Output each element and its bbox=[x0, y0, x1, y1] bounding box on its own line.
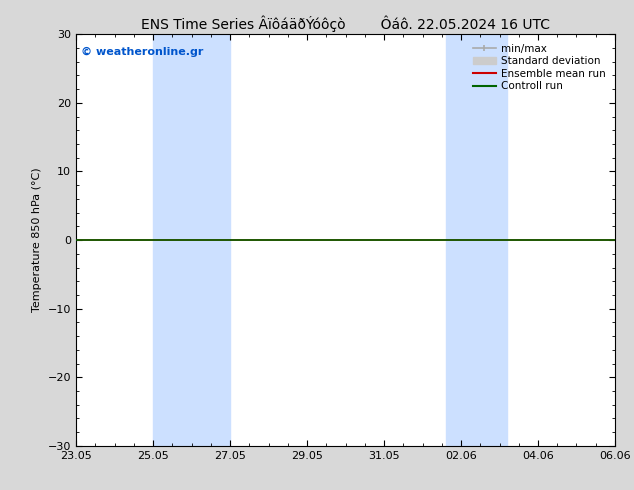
Y-axis label: Temperature 850 hPa (°C): Temperature 850 hPa (°C) bbox=[32, 168, 42, 313]
Title: ENS Time Series ÂïôáäðÝóôçò        Ôáô. 22.05.2024 16 UTC: ENS Time Series ÂïôáäðÝóôçò Ôáô. 22.05.2… bbox=[141, 15, 550, 32]
Text: © weatheronline.gr: © weatheronline.gr bbox=[81, 47, 204, 57]
Bar bbox=[153, 34, 230, 446]
Legend: min/max, Standard deviation, Ensemble mean run, Controll run: min/max, Standard deviation, Ensemble me… bbox=[469, 40, 610, 96]
Bar bbox=[446, 34, 507, 446]
